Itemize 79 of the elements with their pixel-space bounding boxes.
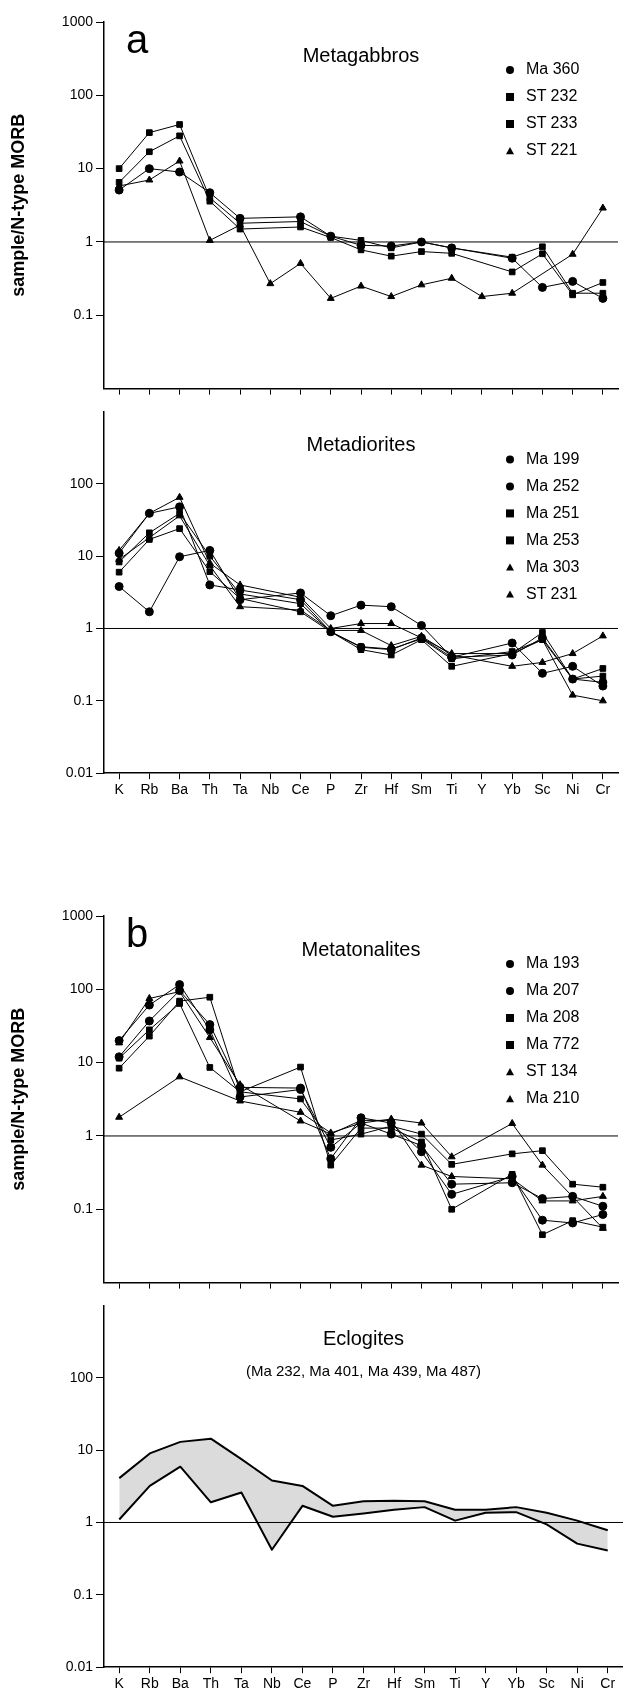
x-tick-label: Cr bbox=[600, 1675, 616, 1692]
y-tick-label: 1000 bbox=[61, 12, 94, 29]
x-tick-label: Yb bbox=[503, 781, 521, 798]
legend-label: Ma 207 bbox=[526, 981, 580, 999]
x-tick-label: Ta bbox=[232, 781, 248, 798]
x-tick-label: K bbox=[114, 781, 125, 798]
x-tick-label: Th bbox=[201, 781, 218, 798]
y-tick-label: 1000 bbox=[61, 906, 94, 923]
x-tick-label: Ni bbox=[570, 1675, 584, 1692]
legend-label: ST 232 bbox=[526, 87, 578, 105]
y-tick-label: 0.1 bbox=[73, 1585, 94, 1602]
legend-label: Ma 199 bbox=[526, 449, 580, 467]
x-tick-label: Rb bbox=[140, 1675, 159, 1692]
x-tick-label: Zr bbox=[354, 781, 368, 798]
x-tick-label: Th bbox=[202, 1675, 220, 1692]
y-tick-label: 0.01 bbox=[65, 1658, 94, 1675]
legend-label: Ma 253 bbox=[526, 530, 580, 548]
x-tick-label: P bbox=[328, 1675, 338, 1692]
x-tick-label: Cr bbox=[595, 781, 611, 798]
y-tick-label: 1 bbox=[85, 619, 94, 636]
legend-label: Ma 772 bbox=[526, 1035, 580, 1053]
x-tick-label: Y bbox=[477, 781, 488, 798]
y-tick-label: 10 bbox=[77, 159, 94, 176]
x-tick-label: K bbox=[114, 1675, 125, 1692]
y-tick-label: 10 bbox=[77, 1440, 94, 1457]
y-axis-title: sample/N-type MORB bbox=[7, 1007, 28, 1191]
x-tick-label: Sm bbox=[414, 1675, 436, 1692]
legend-label: Ma 210 bbox=[526, 1089, 580, 1107]
y-tick-label: 100 bbox=[69, 474, 94, 491]
y-tick-label: 0.1 bbox=[73, 1200, 94, 1217]
legend-label: Ma 303 bbox=[526, 557, 580, 575]
text: Metagabbros bbox=[302, 43, 420, 66]
text: Metatonalites bbox=[301, 937, 421, 960]
x-tick-label: Ce bbox=[291, 781, 310, 798]
y-tick-label: 10 bbox=[77, 1053, 94, 1070]
x-tick-label: Zr bbox=[356, 1675, 371, 1692]
x-tick-label: Sm bbox=[410, 781, 432, 798]
y-tick-label: 1 bbox=[85, 232, 94, 249]
x-tick-label: Ce bbox=[293, 1675, 312, 1692]
y-tick-label: 0.1 bbox=[73, 691, 94, 708]
legend-label: Ma 251 bbox=[526, 503, 580, 521]
y-tick-label: 100 bbox=[69, 980, 94, 997]
x-tick-label: Nb bbox=[262, 1675, 282, 1692]
legend-label: Ma 252 bbox=[526, 476, 580, 494]
x-tick-label: Rb bbox=[140, 781, 159, 798]
x-tick-label: Yb bbox=[507, 1675, 525, 1692]
legend-label: ST 221 bbox=[526, 141, 578, 159]
y-tick-label: 0.1 bbox=[73, 306, 94, 323]
x-tick-label: Sc bbox=[534, 781, 551, 798]
legend-label: ST 134 bbox=[526, 1062, 578, 1080]
y-tick-label: 100 bbox=[69, 86, 94, 103]
y-tick-label: 10 bbox=[77, 546, 94, 563]
x-tick-label: Hf bbox=[387, 1675, 402, 1692]
y-tick-label: 1 bbox=[85, 1126, 94, 1143]
x-tick-label: Sc bbox=[538, 1675, 555, 1692]
legend-label: Ma 193 bbox=[526, 954, 580, 972]
x-tick-label: Y bbox=[480, 1675, 491, 1692]
x-tick-label: Nb bbox=[261, 781, 280, 798]
y-tick-label: 1 bbox=[85, 1513, 94, 1530]
annotation: a bbox=[126, 17, 149, 62]
text: Eclogites bbox=[322, 1326, 405, 1349]
x-tick-label: Ba bbox=[171, 1675, 190, 1692]
legend-label: Ma 360 bbox=[526, 60, 580, 78]
y-axis-title: sample/N-type MORB bbox=[7, 113, 28, 297]
x-tick-label: Ni bbox=[566, 781, 580, 798]
legend-label: ST 231 bbox=[526, 584, 578, 602]
y-tick-label: 100 bbox=[69, 1368, 94, 1385]
y-tick-label: 0.01 bbox=[65, 764, 94, 781]
legend-label: Ma 208 bbox=[526, 1008, 580, 1026]
legend-label: ST 233 bbox=[526, 114, 578, 132]
x-tick-label: Ba bbox=[171, 781, 189, 798]
text: Metadiorites bbox=[306, 432, 416, 455]
x-tick-label: Ta bbox=[233, 1675, 249, 1692]
text: (Ma 232, Ma 401, Ma 439, Ma 487) bbox=[245, 1361, 482, 1379]
x-tick-label: Hf bbox=[384, 781, 399, 798]
x-tick-label: Ti bbox=[449, 1675, 461, 1692]
x-tick-label: Ti bbox=[446, 781, 458, 798]
annotation: b bbox=[126, 911, 149, 956]
x-tick-label: P bbox=[326, 781, 336, 798]
